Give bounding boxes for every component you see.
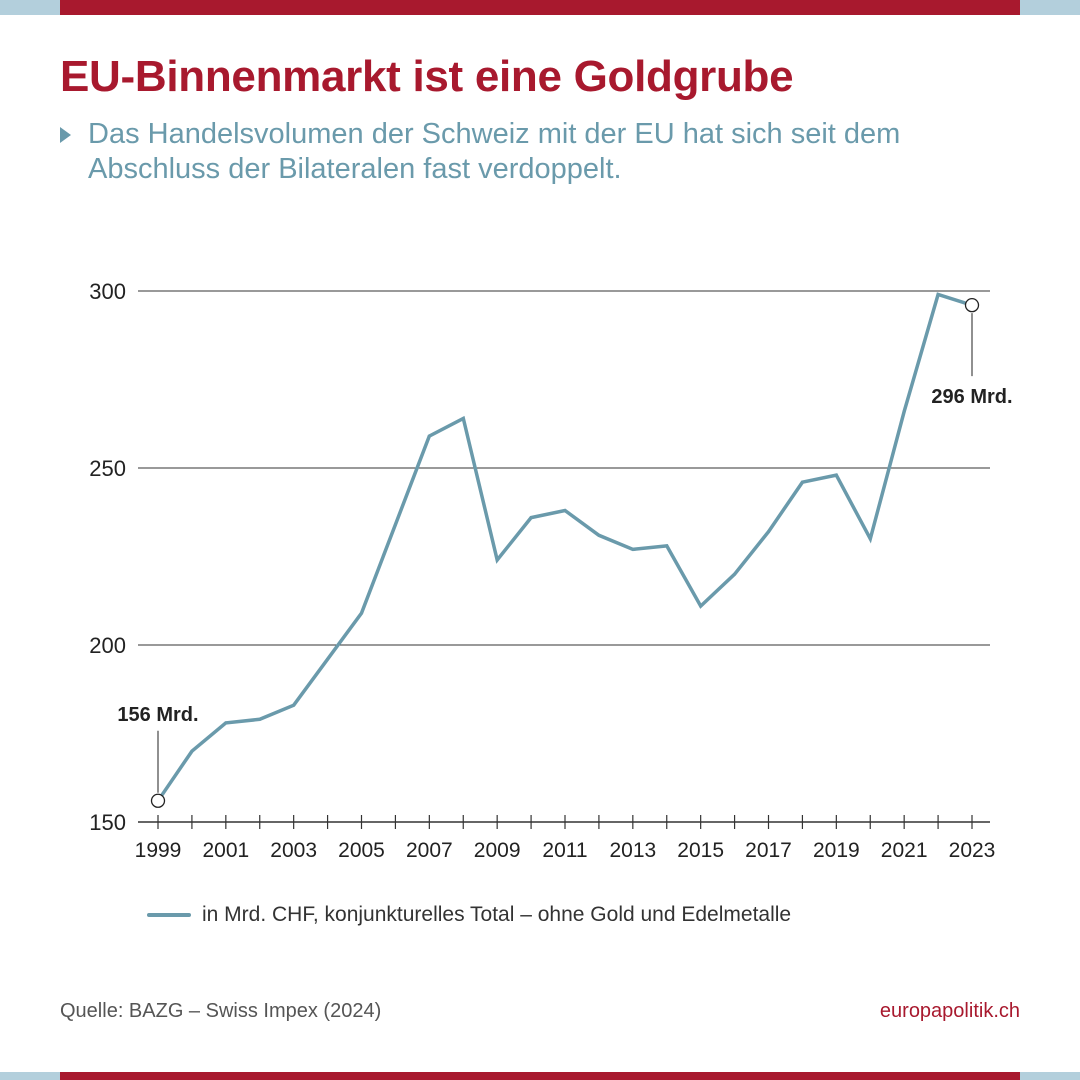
data-point-2016 <box>733 572 737 576</box>
data-point-2004 <box>326 657 330 661</box>
top-bar-left <box>0 0 60 15</box>
y-tick-label-300: 300 <box>89 279 126 304</box>
data-point-2017 <box>767 530 770 534</box>
x-tick-label-2001: 2001 <box>202 839 249 862</box>
annotation-marker-end <box>964 298 980 313</box>
x-tick-label-2017: 2017 <box>745 839 792 862</box>
x-tick-label-2003: 2003 <box>270 839 317 862</box>
data-point-2022 <box>936 293 940 297</box>
data-point-2012 <box>597 533 601 537</box>
data-point-2021 <box>902 409 906 413</box>
x-tick-label-2021: 2021 <box>881 839 928 862</box>
data-point-2001 <box>224 721 228 725</box>
legend-swatch <box>147 913 191 917</box>
data-point-2002 <box>258 717 262 721</box>
top-bar-right <box>1020 0 1080 15</box>
line-chart: 150 200 250 300 1999 2001 2003 2005 2007 2009 2011… <box>89 279 1012 862</box>
x-tick-label-2005: 2005 <box>338 839 385 862</box>
subtitle-line-1: Das Handelsvolumen der Schweiz mit der E… <box>88 118 901 150</box>
y-tick-label-150: 150 <box>89 810 126 835</box>
x-tick-label-2007: 2007 <box>406 839 453 862</box>
y-tick-label-200: 200 <box>89 633 126 658</box>
data-point-2010 <box>529 516 533 520</box>
data-point-2019 <box>834 473 838 477</box>
x-tick-label-2015: 2015 <box>677 839 724 862</box>
data-point-2018 <box>800 480 804 484</box>
data-point-2006 <box>393 523 397 527</box>
data-point-2007 <box>427 434 431 438</box>
play-triangle-icon <box>60 127 71 143</box>
series-line-0 <box>156 292 973 802</box>
x-tick-label-2009: 2009 <box>474 839 521 862</box>
bottom-bar-right <box>1020 1072 1080 1080</box>
y-tick-label-250: 250 <box>89 456 126 481</box>
data-point-2011 <box>563 508 567 512</box>
page-title: EU-Binnenmarkt ist eine Goldgrube <box>60 52 794 101</box>
legend-label: in Mrd. CHF, konjunkturelles Total – ohn… <box>202 903 792 926</box>
data-point-2013 <box>631 547 635 551</box>
data-point-2008 <box>461 416 465 420</box>
annotation-marker-start <box>150 793 166 808</box>
data-point-2015 <box>699 604 703 608</box>
subtitle: Das Handelsvolumen der Schweiz mit der E… <box>60 117 1040 187</box>
bottom-bar-left <box>0 1072 60 1080</box>
data-point-2000 <box>190 749 194 753</box>
annotation-label-start: 156 Mrd. <box>117 704 198 726</box>
x-tick-label-2011: 2011 <box>542 839 587 862</box>
x-tick-label-1999: 1999 <box>135 839 182 862</box>
data-point-2003 <box>292 703 296 707</box>
data-point-2009 <box>495 558 499 562</box>
annotation-label-end: 296 Mrd. <box>931 386 1012 408</box>
subtitle-text: Das Handelsvolumen der Schweiz mit der E… <box>88 117 1040 187</box>
brand-link[interactable]: europapolitik.ch <box>879 1000 1020 1022</box>
data-point-2014 <box>665 544 669 548</box>
data-point-2005 <box>360 611 363 615</box>
x-tick-label-2013: 2013 <box>609 839 656 862</box>
subtitle-line-2: Abschluss der Bilateralen fast verdoppel… <box>88 153 622 185</box>
legend: in Mrd. CHF, konjunkturelles Total – ohn… <box>147 903 791 927</box>
bottom-bar-accent <box>60 1072 1020 1080</box>
top-bar-accent <box>60 0 1020 15</box>
x-tick-label-2023: 2023 <box>949 839 996 862</box>
source-note: Quelle: BAZG – Swiss Impex (2024) <box>60 1000 382 1022</box>
data-point-2020 <box>868 537 872 541</box>
x-tick-label-2019: 2019 <box>813 839 860 862</box>
